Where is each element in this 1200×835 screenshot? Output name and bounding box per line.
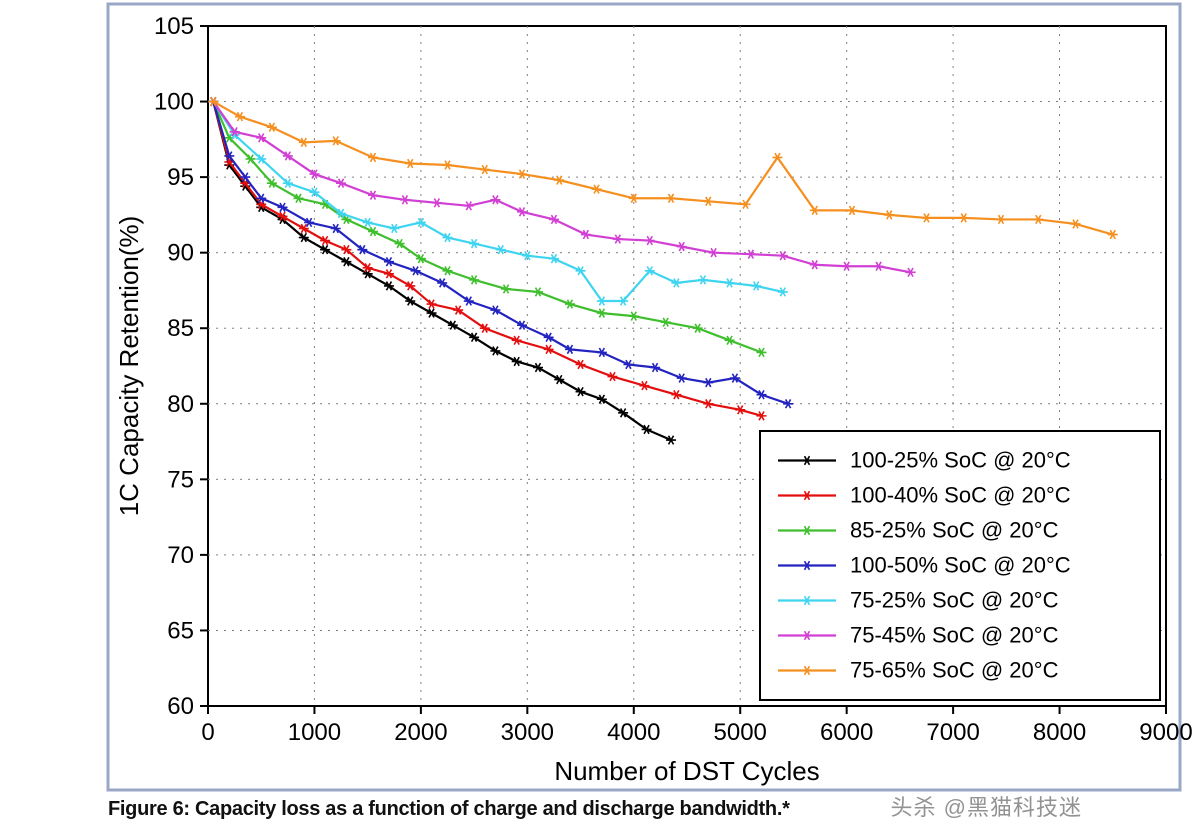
legend-label: 75-25% SoC @ 20°C <box>850 588 1059 613</box>
x-tick-label: 6000 <box>820 719 873 746</box>
legend-label: 100-40% SoC @ 20°C <box>850 483 1071 508</box>
figure-caption: Figure 6: Capacity loss as a function of… <box>108 798 790 821</box>
x-tick-label: 8000 <box>1033 719 1086 746</box>
x-tick-label: 9000 <box>1139 719 1192 746</box>
legend-label: 75-65% SoC @ 20°C <box>850 658 1059 683</box>
x-axis-label: Number of DST Cycles <box>554 756 819 786</box>
x-tick-label: 4000 <box>607 719 660 746</box>
x-tick-label: 5000 <box>714 719 767 746</box>
chart-svg: 0 1000 2000 3000 4000 5000 6000 7000 8000 9000 60 6… <box>0 0 1200 800</box>
y-tick-label: 70 <box>167 542 194 569</box>
legend-label: 100-50% SoC @ 20°C <box>850 553 1071 578</box>
watermark-text: 头杀 @黑猫科技迷 <box>891 790 1082 822</box>
y-tick-label: 100 <box>154 89 194 116</box>
x-tick-label: 0 <box>201 719 214 746</box>
x-tick-label: 3000 <box>501 719 554 746</box>
chart-container: 0 1000 2000 3000 4000 5000 6000 7000 8000 9000 60 6… <box>0 0 1200 835</box>
y-tick-label: 75 <box>167 466 194 493</box>
x-tick-label: 2000 <box>394 719 447 746</box>
y-axis-label: 1C Capacity Retention(%) <box>114 216 144 517</box>
legend-label: 100-25% SoC @ 20°C <box>850 448 1071 473</box>
x-tick-label: 7000 <box>926 719 979 746</box>
y-tick-label: 95 <box>167 164 194 191</box>
y-tick-label: 60 <box>167 693 194 720</box>
legend-label: 75-45% SoC @ 20°C <box>850 623 1059 648</box>
y-tick-label: 80 <box>167 391 194 418</box>
legend: 100-25% SoC @ 20°C 100-40% SoC @ 20°C 85-… <box>760 431 1160 700</box>
y-tick-label: 105 <box>154 13 194 40</box>
y-tick-label: 85 <box>167 315 194 342</box>
y-tick-label: 65 <box>167 617 194 644</box>
legend-label: 85-25% SoC @ 20°C <box>850 518 1059 543</box>
x-tick-label: 1000 <box>288 719 341 746</box>
y-tick-label: 90 <box>167 240 194 267</box>
